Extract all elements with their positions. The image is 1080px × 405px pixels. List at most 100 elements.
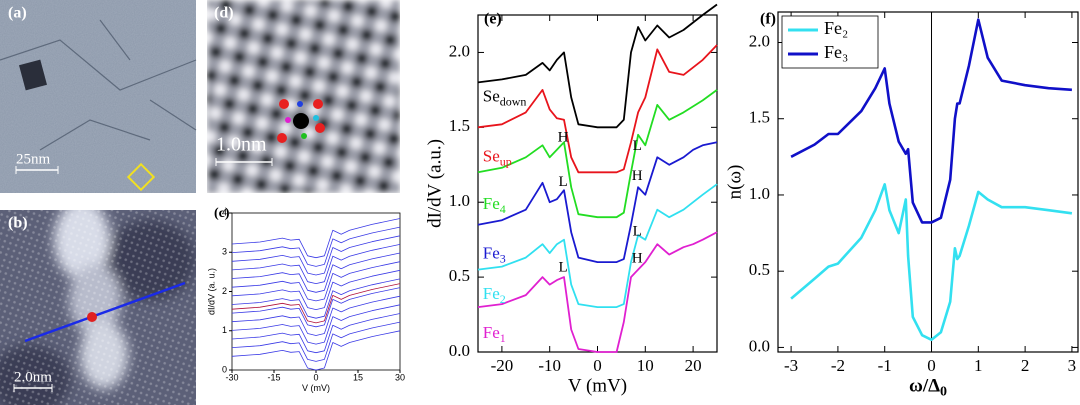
annotation: H [558,129,569,145]
legend-label: Fe₃ [824,42,848,62]
x-tick-label: 0 [593,356,602,375]
series-line [477,44,718,174]
chart: -3 -2 -1 0 1 2 3 0.0 0.5 1.0 1.5 2.0 (f) ω/Δ0 n(ω) Fe₂ F… [724,11,1079,400]
y-tick-label: 0 [222,364,227,374]
series-line [231,278,401,319]
series-label: Seup [483,146,512,168]
y-tick-label: 2 [222,286,227,296]
y-tick-label: 1 [222,325,227,335]
legend-label: Fe₂ [824,18,848,38]
y-tick-label: 0.5 [749,260,770,279]
annotation: L [633,224,642,240]
y-tick-label: 3 [222,247,227,257]
y-tick-label: 1.5 [449,116,470,135]
series-label-name: Se [483,146,500,165]
y-tick-label: 2.0 [749,31,770,50]
x-axis-label-text: ω/Δ [909,376,940,397]
series-line [231,313,401,354]
y-tick-label: 0.5 [449,266,470,285]
x-axis-label-text: V (mV) [568,376,627,397]
series-line [231,321,401,362]
x-axis-label-text: V (mV) [302,383,330,393]
x-axis-label: ω/Δ0 [909,376,947,400]
series-line [231,218,401,259]
plot-frame [777,11,1079,353]
y-tick-label: 1.5 [749,108,770,127]
x-tick-label: 10 [637,356,654,375]
series-label-sub: 3 [500,251,506,265]
x-tick-label: 0 [313,372,318,382]
series-label-sub: up [500,154,512,168]
x-tick-label: 1 [974,356,983,375]
y-tick-label: 2.0 [449,41,470,60]
series-label-name: Fe [483,244,500,263]
series-label-sub: 1 [500,331,506,345]
plot-frame [477,14,718,353]
series-line [231,283,401,324]
series-line [477,141,718,263]
y-tick-label: 1.0 [449,191,470,210]
series-line [231,226,401,267]
annotation: L [633,138,642,154]
series-label: Fe3 [483,244,506,266]
x-axis-label-sub: 0 [940,385,947,400]
y-axis-label: dI/dV (a. u.) [206,268,216,315]
x-axis-label: V (mV) [568,376,627,397]
y-tick-label: 1.0 [749,184,770,203]
plot-frame [231,212,401,371]
series-line [231,244,401,284]
series-label-name: Fe [483,284,500,303]
series-label: Fe2 [483,284,506,306]
x-tick-label: 30 [395,372,405,382]
series-line [231,330,401,371]
annotation: L [558,260,567,276]
x-tick-label: 3 [1068,356,1077,375]
x-tick-label: 15 [353,372,363,382]
series-line [231,304,401,345]
series-line [790,183,1073,342]
y-axis-label: dI/dV (a.u.) [424,139,445,228]
annotation: H [632,168,643,184]
series-line [477,231,718,353]
x-tick-label: 2 [1021,356,1030,375]
annotation: H [632,251,643,267]
series-label: Fe4 [483,194,506,216]
series-line [477,183,718,308]
chart: -30 -15 0 15 30 0 1 2 3 4(c) V (mV) dI/dV (a. u.) [206,206,405,393]
scale-label: 25nm [16,151,51,167]
chart: -20 -10 0 10 20 0.0 0.5 1.0 1.5 2.0 (e) V (mV) dI/dV… [424,3,718,397]
panel-label: (a) [8,5,27,22]
x-tick-label: -2 [831,356,845,375]
series-line [231,235,401,276]
series-label-sub: 2 [500,292,506,306]
panel-label: (c) [214,206,230,221]
series-label-name: Se [483,86,500,105]
series-line [231,295,401,336]
series-label-name: Fe [483,194,500,213]
x-tick-label: -10 [538,356,561,375]
x-tick-label: -20 [491,356,514,375]
series-line [231,252,401,293]
series-label-sub: down [500,94,527,108]
y-axis-label: n(ω) [724,165,745,200]
panel-label: (d) [214,5,234,22]
x-tick-label: -3 [784,356,798,375]
annotation: L [558,174,567,190]
y-tick-label: 0.0 [449,341,470,360]
image-a: (a) 25nm [0,0,197,193]
image-b: (b) 2.0nm [0,210,196,405]
y-tick-label: 4 [222,207,227,217]
x-tick-label: -15 [267,372,280,382]
scale-label: 1.0nm [216,134,267,156]
x-tick-label: 0 [927,356,936,375]
series-label: Sedown [483,86,527,108]
x-tick-label: 20 [685,356,702,375]
x-tick-label: -30 [225,372,238,382]
series-label: Fe1 [483,323,506,345]
series-line [477,3,718,129]
legend-box [781,15,879,69]
panel-label: (f) [760,11,776,28]
image-d: (d) 1.0nm [207,0,400,193]
series-line [790,18,1072,224]
